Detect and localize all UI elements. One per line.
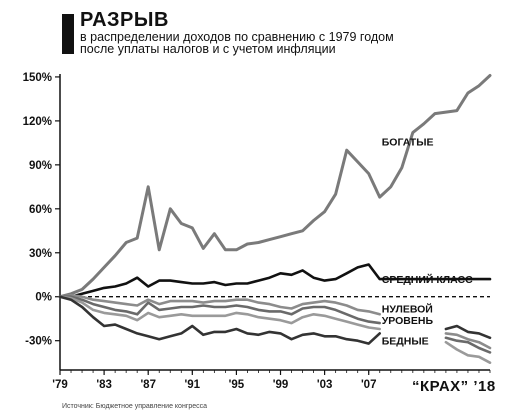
series-line-6 <box>444 324 492 340</box>
x-tick-label: '03 <box>317 379 333 391</box>
chart-title: РАЗРЫВ <box>80 9 169 31</box>
series-line-4 <box>58 295 382 331</box>
series-annotation: НУЛЕВОЙ <box>382 302 433 315</box>
chart-subtitle-line-1: в распределении доходов по сравнению с 1… <box>80 30 394 44</box>
x-tick-label: '87 <box>140 379 156 391</box>
y-tick-label: 120% <box>23 116 52 128</box>
series-annotation: БЕДНЫЕ <box>382 336 429 348</box>
series-annotation: СРЕДНИЙ КЛАСС <box>382 273 473 286</box>
series-line-poor <box>58 295 382 345</box>
y-tick-label: 30% <box>29 248 52 260</box>
series-line-middle-class <box>58 263 492 299</box>
x-tick-label: '95 <box>229 379 245 391</box>
y-tick-label: -30% <box>25 336 52 348</box>
x-tick-label: '91 <box>185 379 201 391</box>
chart-subtitle-line-2: после уплаты налогов и с учетом инфляции <box>80 42 336 56</box>
series-line-9 <box>444 340 492 365</box>
x-tick-label: '99 <box>273 379 289 391</box>
series-line-3 <box>58 295 382 325</box>
x-tick-label: '07 <box>361 379 377 391</box>
y-tick-label: 60% <box>29 204 52 216</box>
brand-mark: “КРАХ” ’18 <box>412 378 496 395</box>
series-line-7 <box>444 332 492 350</box>
x-tick-label: '79 <box>52 379 68 391</box>
y-tick-label: 0% <box>35 292 52 304</box>
series-annotation: УРОВЕНЬ <box>382 315 434 327</box>
y-tick-label: 150% <box>23 72 52 84</box>
series-line-rich <box>58 74 492 299</box>
source-note: Источник: Бюджетное управление конгресса <box>62 403 208 410</box>
series-line-8 <box>444 336 492 354</box>
title-bar-decoration <box>62 14 74 54</box>
y-tick-label: 90% <box>29 160 52 172</box>
x-tick-label: '83 <box>96 379 112 391</box>
series-line-2 <box>58 293 382 316</box>
series-annotation: БОГАТЫЕ <box>382 136 434 148</box>
